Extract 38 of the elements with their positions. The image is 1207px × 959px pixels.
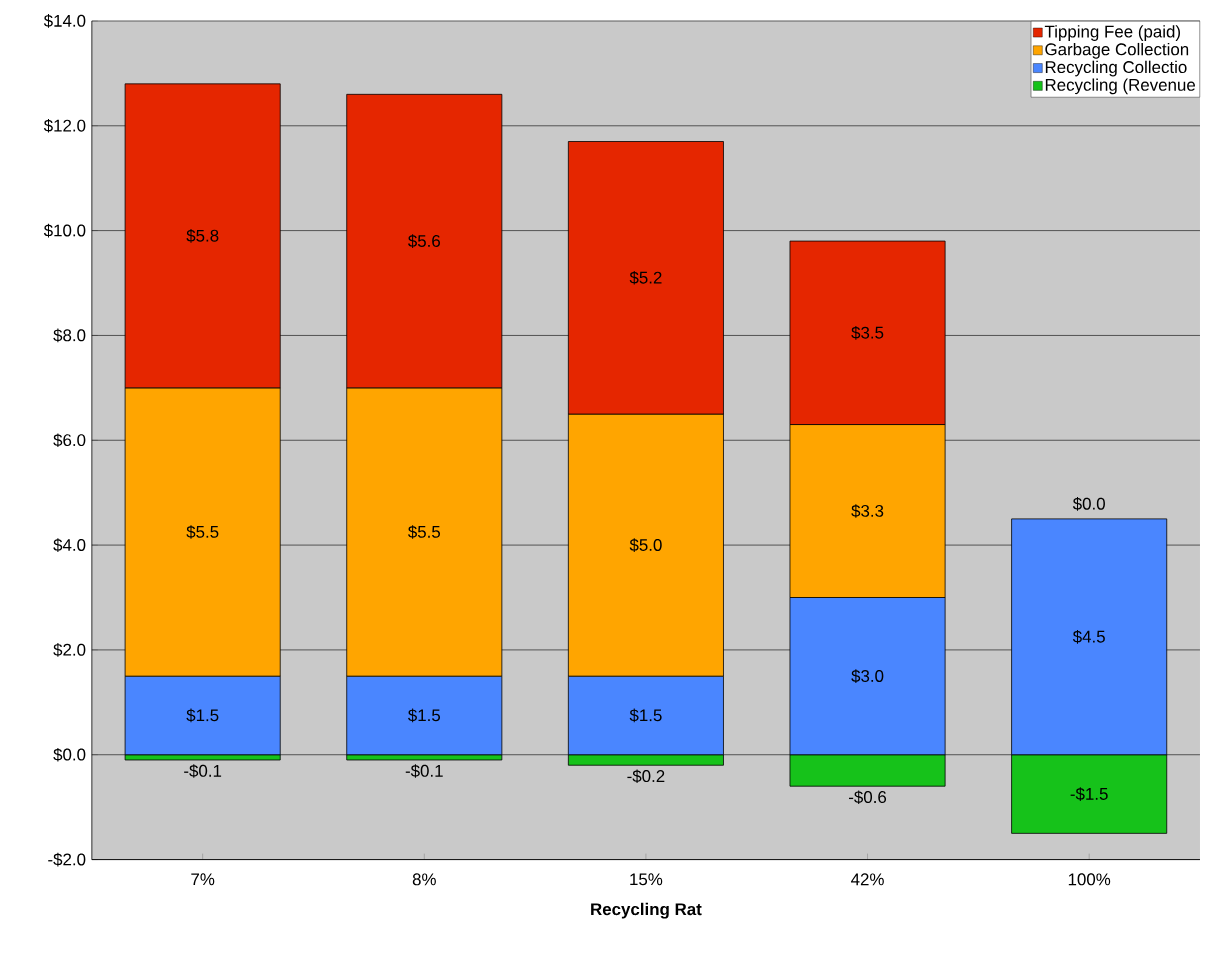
x-tick-label: 8%	[412, 873, 436, 886]
data-label: $1.5	[408, 708, 441, 723]
data-label: -$1.5	[1070, 787, 1108, 801]
y-tick-label: $0.0	[53, 747, 86, 762]
y-tick-label: $14.0	[43, 13, 86, 28]
legend-label: Recycling (Revenue	[1045, 78, 1196, 95]
data-label: $0.0	[1072, 496, 1105, 511]
y-tick-label: -$2.0	[48, 852, 86, 867]
data-label: $1.5	[186, 708, 219, 723]
data-label: $3.5	[851, 325, 884, 340]
data-label: $1.5	[629, 708, 662, 723]
data-label: $3.0	[851, 669, 884, 683]
data-label: -$0.1	[184, 763, 222, 778]
x-tick-label: 7%	[191, 873, 215, 885]
legend-label: Recycling Collectio	[1045, 60, 1187, 77]
y-tick-label: $6.0	[53, 433, 86, 447]
data-label: $5.0	[629, 538, 662, 552]
data-label: $5.2	[629, 270, 662, 285]
data-label: $4.5	[1072, 629, 1105, 644]
y-tick-label: $10.0	[43, 223, 86, 238]
x-tick-label: 42%	[851, 873, 884, 886]
y-tick-label: $12.0	[43, 118, 86, 133]
legend-label: Garbage Collection	[1045, 42, 1189, 59]
data-label: -$0.1	[405, 763, 443, 778]
data-label: $5.5	[186, 524, 219, 539]
data-label: $3.3	[851, 503, 884, 518]
x-axis-title: Recycling Rat	[591, 902, 702, 919]
data-label: $5.8	[186, 228, 219, 243]
data-label: $5.5	[408, 524, 441, 539]
y-tick-label: $4.0	[53, 538, 86, 552]
y-tick-label: $8.0	[53, 328, 86, 343]
data-label: -$0.2	[627, 769, 665, 783]
x-tick-label: 15%	[630, 873, 663, 886]
data-label: -$0.6	[849, 790, 887, 804]
legend-label: Tipping Fee (paid)	[1044, 24, 1180, 41]
x-tick-label: 100%	[1068, 873, 1111, 886]
data-label: $5.6	[408, 234, 440, 248]
y-tick-label: $2.0	[53, 642, 86, 657]
